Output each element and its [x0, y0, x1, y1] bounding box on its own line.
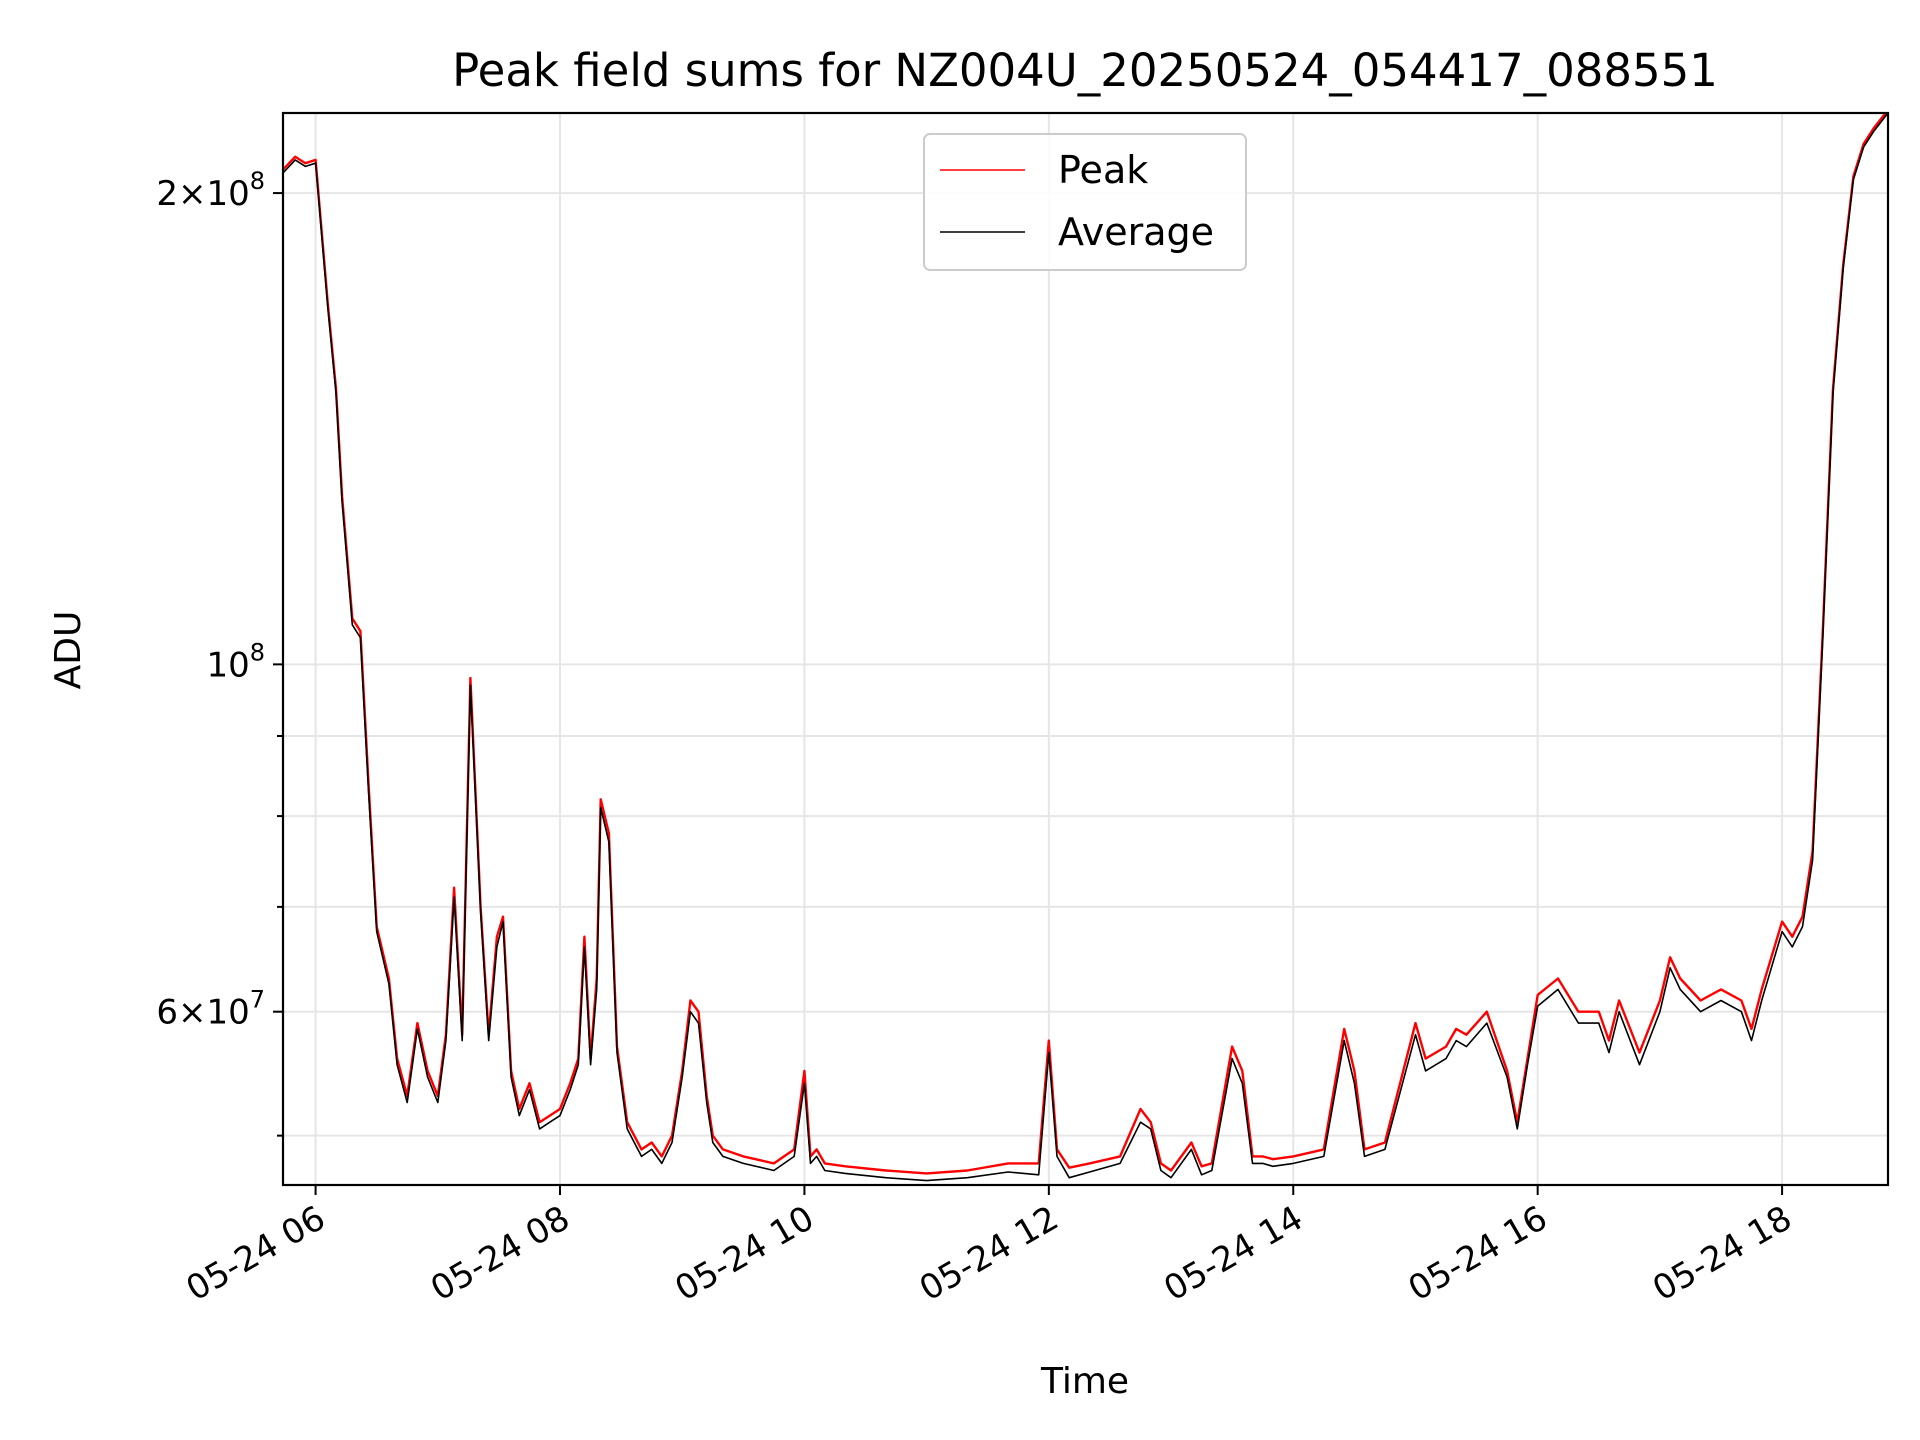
plot-area: [283, 113, 1888, 1182]
legend-box: [923, 133, 1247, 271]
legend: Peak Average: [923, 133, 1247, 271]
chart-title: Peak field sums for NZ004U_20250524_0544…: [452, 44, 1718, 97]
axes-frame: [281, 111, 1890, 1187]
series-line-average: [283, 113, 1888, 1182]
y-tick-label: 2×108: [156, 167, 265, 214]
legend-label-peak: Peak: [1058, 148, 1148, 192]
y-tick-label: 6×107: [156, 986, 265, 1033]
grid-lines: [283, 113, 1888, 1185]
series-line-peak: [283, 113, 1888, 1175]
y-axis-label: ADU: [48, 611, 89, 690]
x-axis-label: Time: [1040, 1361, 1129, 1402]
legend-label-average: Average: [1058, 210, 1214, 254]
